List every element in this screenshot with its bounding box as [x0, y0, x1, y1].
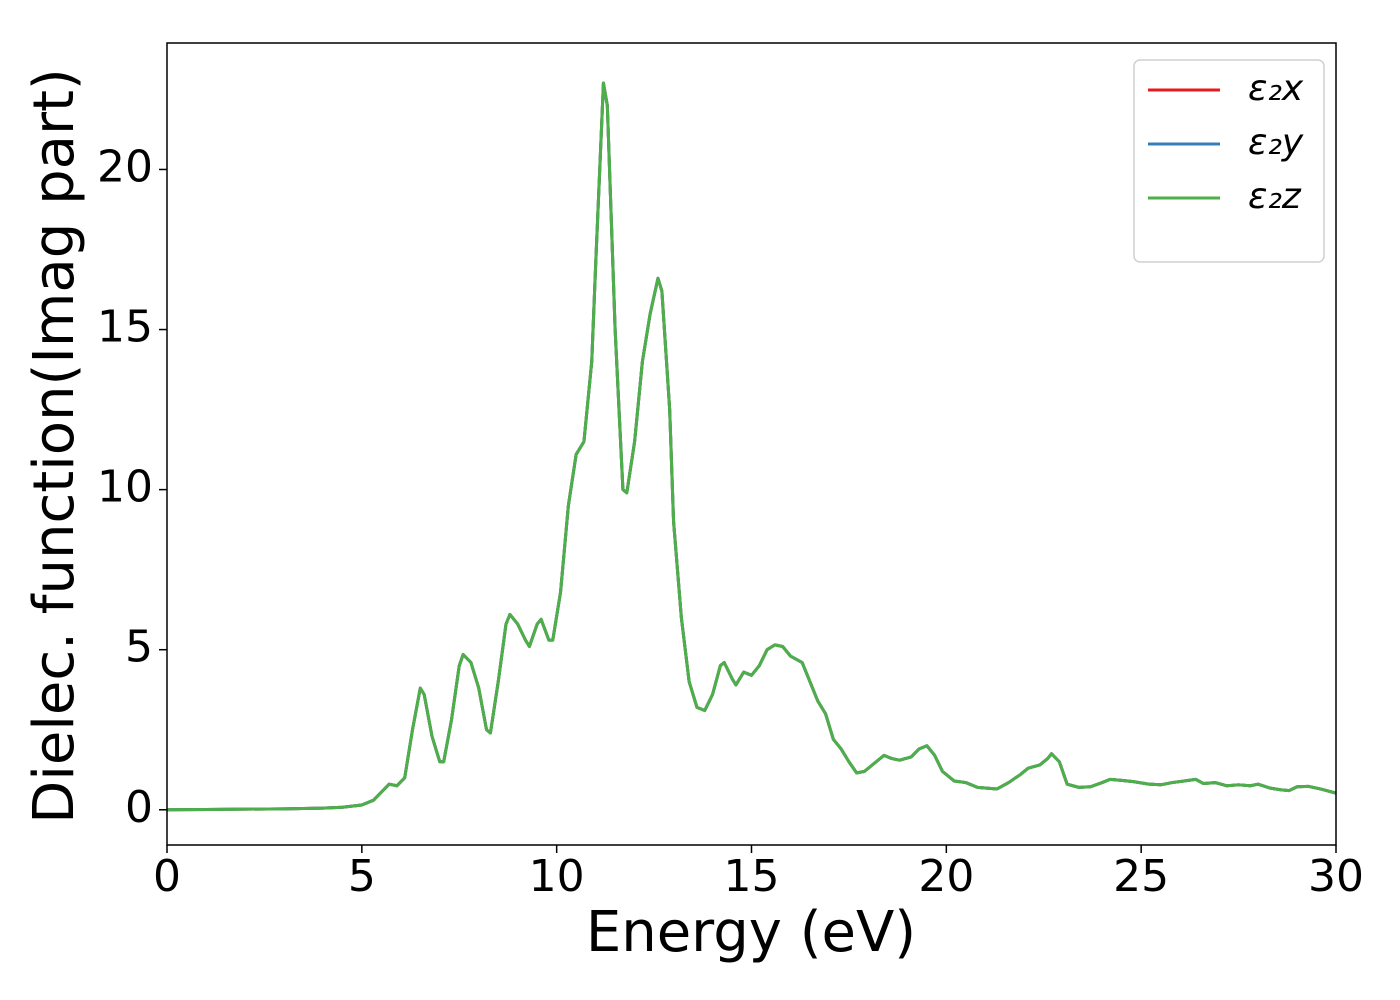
legend-label: ε₂z [1248, 176, 1302, 217]
data-line [166, 81, 1337, 812]
y-tick-label: 15 [97, 302, 153, 353]
x-tick-label: 5 [348, 851, 376, 902]
x-tick-label: 25 [1113, 851, 1169, 902]
plot-frame [166, 42, 1337, 846]
legend-box [1133, 59, 1325, 263]
y-tick-label: 0 [125, 782, 153, 833]
y-axis-label: Dielec. function(Imag part) [22, 68, 87, 824]
legend-label: ε₂y [1248, 122, 1304, 163]
x-tick-label: 30 [1308, 851, 1364, 902]
y-tick-label: 20 [97, 141, 153, 192]
legend-label: ε₂x [1248, 68, 1304, 109]
legend: ε₂x ε₂y ε₂z [1133, 59, 1325, 263]
x-tick-label: 0 [153, 851, 181, 902]
y-tick-label: 10 [97, 462, 153, 513]
x-tick-label: 15 [724, 851, 780, 902]
x-axis-label: Energy (eV) [586, 900, 916, 965]
x-tick-label: 20 [918, 851, 974, 902]
x-tick-label: 10 [529, 851, 585, 902]
y-tick-label: 5 [125, 622, 153, 673]
